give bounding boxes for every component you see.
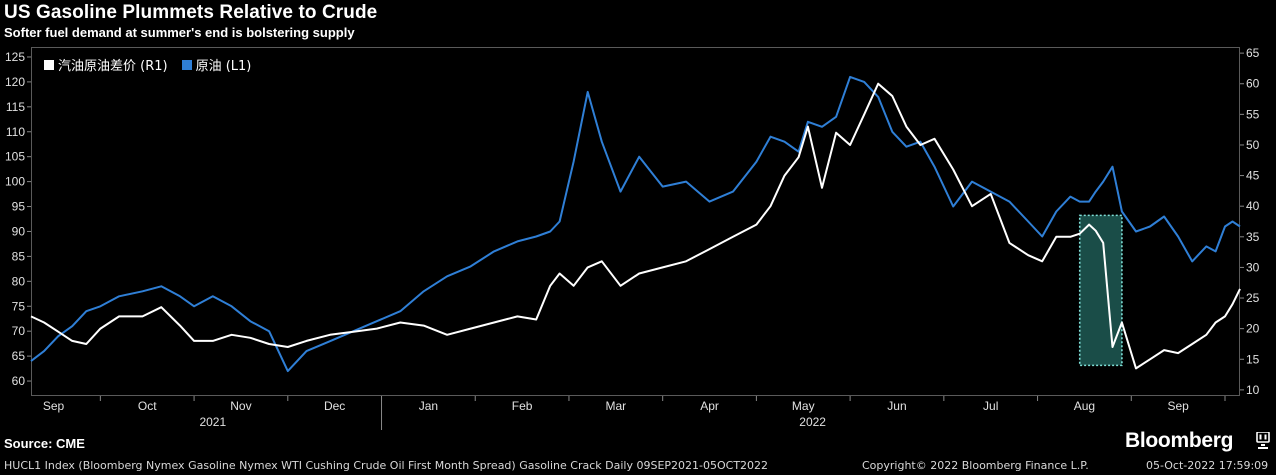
- right-tick-label: 30: [1246, 260, 1260, 274]
- left-tick-label: 95: [12, 200, 26, 214]
- footer-timestamp: 05-Oct-2022 17:59:09: [1146, 459, 1269, 472]
- x-tick-label: Mar: [605, 399, 626, 413]
- source-note: Source: CME: [4, 436, 85, 451]
- x-tick-label: Sep: [43, 399, 65, 413]
- x-tick-label: Jun: [887, 399, 906, 413]
- right-tick-label: 35: [1246, 230, 1260, 244]
- x-tick-label: Feb: [512, 399, 533, 413]
- series-line-crack: [30, 82, 1241, 370]
- legend-swatch-crude: [181, 59, 192, 70]
- legend: 汽油原油差价 (R1) 原油 (L1): [44, 55, 251, 74]
- right-tick-label: 10: [1246, 383, 1260, 397]
- plot-area: [31, 47, 1240, 396]
- left-tick-label: 75: [12, 299, 26, 313]
- left-tick-label: 120: [5, 75, 25, 89]
- right-tick-label: 45: [1246, 169, 1260, 183]
- year-label-2022: 2022: [799, 415, 826, 429]
- year-label-2021: 2021: [199, 415, 226, 429]
- chart-subtitle: Softer fuel demand at summer's end is bo…: [4, 25, 355, 40]
- x-tick-label: Nov: [230, 399, 251, 413]
- x-tick-label: Jul: [983, 399, 998, 413]
- x-tick-label: Apr: [700, 399, 719, 413]
- legend-label-crude: 原油 (L1): [195, 59, 252, 74]
- x-tick-label: Oct: [138, 399, 157, 413]
- legend-item-crude: 原油 (L1): [181, 55, 252, 74]
- right-tick-label: 55: [1246, 107, 1260, 121]
- left-tick-label: 110: [6, 125, 25, 139]
- x-tick-label: Sep: [1167, 399, 1189, 413]
- footer-copyright: Copyright© 2022 Bloomberg Finance L.P.: [862, 459, 1089, 472]
- x-tick-label: Jan: [419, 399, 438, 413]
- right-tick-label: 60: [1246, 77, 1260, 91]
- left-tick-label: 105: [5, 150, 25, 164]
- legend-swatch-crack: [44, 59, 54, 70]
- left-tick-label: 70: [12, 324, 26, 338]
- x-tick-label: Aug: [1074, 399, 1095, 413]
- left-tick-label: 100: [5, 175, 25, 189]
- bloomberg-logo: Bloomberg: [1125, 429, 1234, 452]
- left-tick-label: 90: [12, 224, 26, 238]
- right-tick-label: 25: [1246, 291, 1260, 305]
- right-tick-label: 40: [1246, 199, 1260, 213]
- x-tick-label: May: [792, 399, 815, 413]
- left-tick-label: 65: [12, 349, 26, 363]
- footer-description: HUCL1 Index (Bloomberg Nymex Gasoline Ny…: [4, 459, 769, 472]
- chart-title: US Gasoline Plummets Relative to Crude: [4, 2, 378, 23]
- right-tick-label: 65: [1246, 46, 1260, 60]
- left-tick-label: 125: [5, 50, 25, 64]
- right-tick-label: 20: [1246, 322, 1260, 336]
- legend-item-crack: 汽油原油差价 (R1): [44, 55, 168, 74]
- left-tick-label: 80: [12, 274, 26, 288]
- legend-label-crack: 汽油原油差价 (R1): [58, 59, 168, 74]
- left-tick-label: 60: [12, 374, 26, 388]
- right-tick-label: 50: [1246, 138, 1260, 152]
- left-tick-label: 115: [6, 100, 25, 114]
- x-tick-label: Dec: [324, 399, 345, 413]
- left-tick-label: 85: [12, 249, 26, 263]
- terminal-icon: [1256, 432, 1270, 449]
- series-line-crude: [30, 75, 1241, 373]
- right-tick-label: 15: [1246, 352, 1260, 366]
